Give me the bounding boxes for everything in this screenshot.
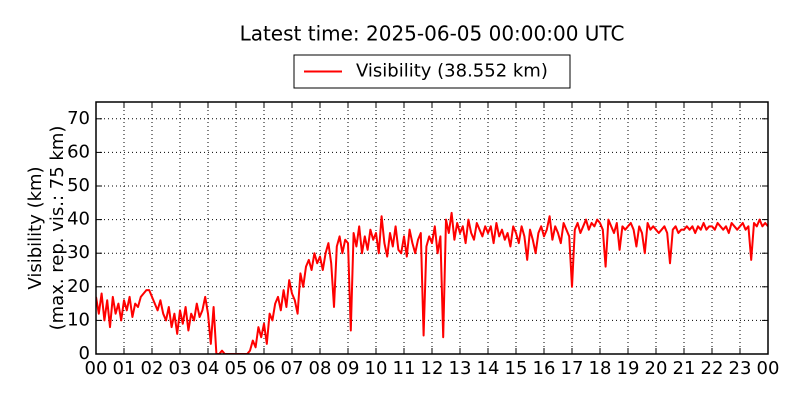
- x-tick-label: 07: [281, 358, 304, 379]
- x-tick-label: 19: [617, 358, 640, 379]
- y-tick-label: 30: [67, 242, 90, 263]
- y-tick-label: 0: [79, 343, 90, 364]
- x-tick-label: 06: [253, 358, 276, 379]
- x-tick-label: 12: [421, 358, 444, 379]
- x-tick-label: 01: [113, 358, 136, 379]
- data-line: [96, 211, 768, 354]
- x-tick-label: 23: [729, 358, 752, 379]
- x-tick-label: 16: [533, 358, 556, 379]
- x-tick-label: 08: [309, 358, 332, 379]
- y-tick-label: 70: [67, 108, 90, 129]
- x-tick-label: 09: [337, 358, 360, 379]
- y-axis-label-line: Visibility (km): [25, 166, 46, 289]
- plot-frame: [95, 101, 769, 355]
- x-tick-label: 04: [197, 358, 220, 379]
- x-tick-label: 10: [365, 358, 388, 379]
- y-axis-label-line: (max. rep. vis.: 75 km): [47, 126, 68, 331]
- y-tick-label: 10: [67, 309, 90, 330]
- y-tick-label: 20: [67, 276, 90, 297]
- x-tick-label: 20: [645, 358, 668, 379]
- x-tick-label: 00: [85, 358, 108, 379]
- x-tick-label: 17: [561, 358, 584, 379]
- x-tick-label: 05: [225, 358, 248, 379]
- y-tick-label: 40: [67, 209, 90, 230]
- x-tick-label: 18: [589, 358, 612, 379]
- x-tick-label: 13: [449, 358, 472, 379]
- x-tick-label: 15: [505, 358, 528, 379]
- legend-label: Visibility (38.552 km): [356, 61, 548, 82]
- x-tick-label: 14: [477, 358, 500, 379]
- legend: Visibility (38.552 km): [293, 54, 571, 89]
- x-tick-label: 11: [393, 358, 416, 379]
- x-tick-label: 21: [673, 358, 696, 379]
- x-tick-label: 22: [701, 358, 724, 379]
- x-tick-label: 00: [757, 358, 780, 379]
- x-tick-label: 02: [141, 358, 164, 379]
- y-axis-label: Visibility (km) (max. rep. vis.: 75 km): [25, 126, 68, 331]
- x-tick-label: 03: [169, 358, 192, 379]
- y-tick-label: 60: [67, 141, 90, 162]
- chart-title: Latest time: 2025-06-05 00:00:00 UTC: [240, 22, 625, 46]
- y-tick-label: 50: [67, 175, 90, 196]
